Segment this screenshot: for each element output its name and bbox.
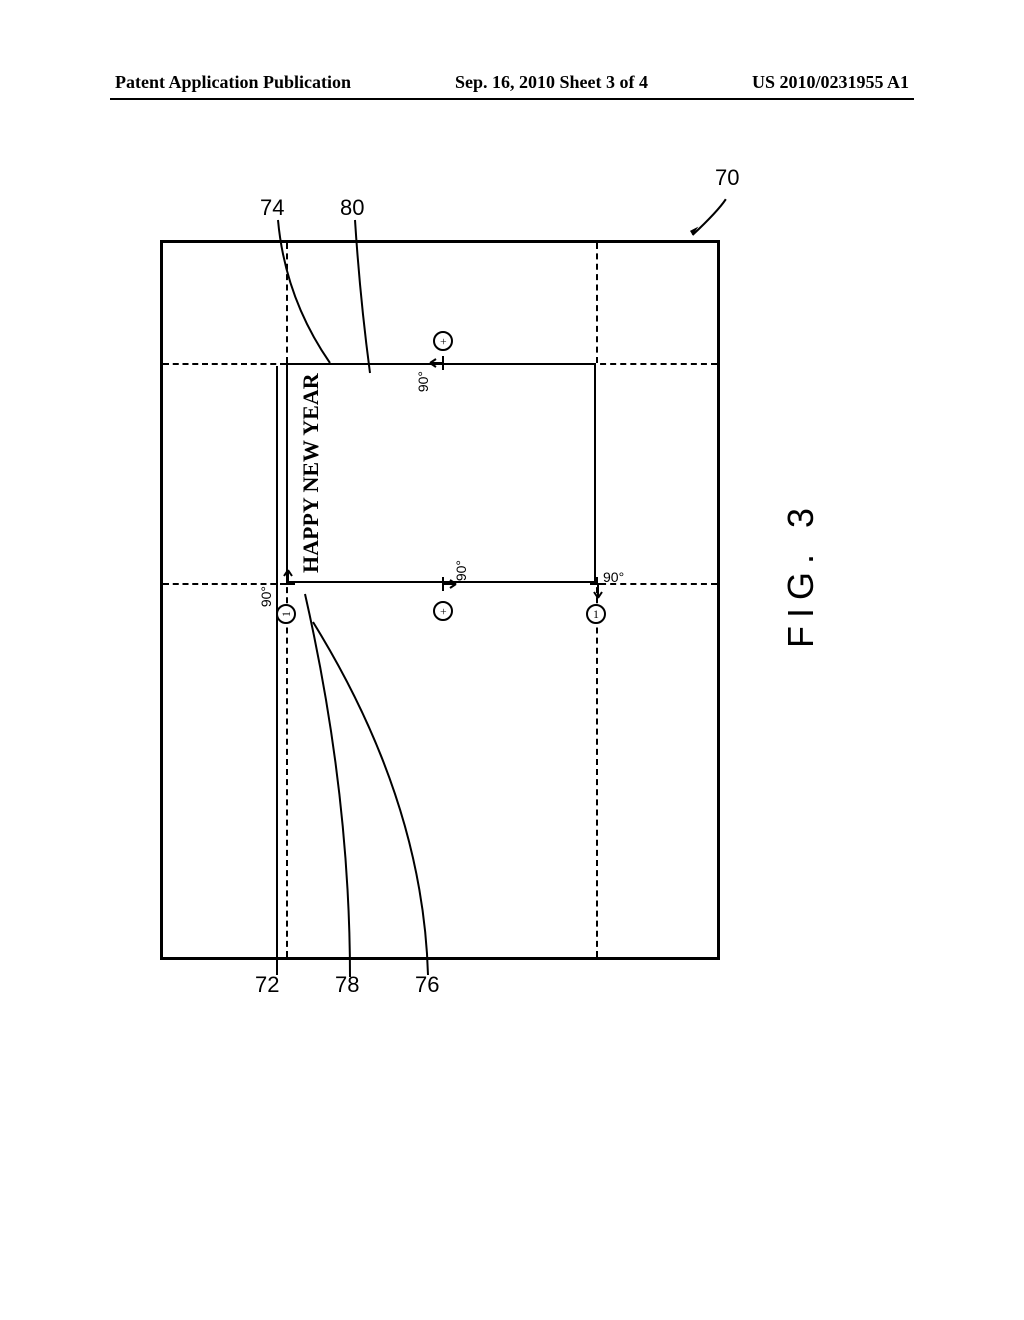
header-divider	[110, 98, 914, 100]
ref-label-70: 70	[715, 165, 739, 191]
fold-mark-group	[428, 348, 458, 384]
diagram-inner-box: HAPPY NEW YEAR	[286, 363, 596, 583]
figure-label: FIG. 3	[780, 500, 822, 648]
leader-line-70	[680, 195, 730, 245]
leader-line-74	[275, 218, 335, 368]
dashed-line	[590, 363, 717, 365]
diagram-outer-box: HAPPY NEW YEAR 90° 1 90° 1 90° +	[160, 240, 720, 960]
figure-container: 70 HAPPY NEW YEAR 90° 1	[160, 180, 720, 960]
page-header: Patent Application Publication Sep. 16, …	[0, 72, 1024, 93]
header-patent-number: US 2010/0231955 A1	[752, 72, 909, 93]
leader-line-72	[265, 365, 290, 980]
fold-number: +	[436, 608, 451, 615]
angle-label: 90°	[603, 569, 624, 585]
angle-label: 90°	[415, 371, 431, 392]
banner-text: HAPPY NEW YEAR	[298, 373, 324, 573]
angle-label: 90°	[453, 560, 469, 581]
fold-circle-icon: +	[433, 331, 453, 351]
fold-number: 1	[593, 607, 599, 622]
header-publication: Patent Application Publication	[115, 72, 351, 93]
leader-line-80	[352, 218, 382, 376]
dashed-line	[596, 243, 598, 363]
fold-number: +	[436, 338, 451, 345]
fold-circle-icon: 1	[586, 604, 606, 624]
leader-line-76	[308, 620, 438, 980]
dashed-line	[596, 577, 598, 957]
fold-circle-icon: +	[433, 601, 453, 621]
header-date-sheet: Sep. 16, 2010 Sheet 3 of 4	[455, 72, 648, 93]
